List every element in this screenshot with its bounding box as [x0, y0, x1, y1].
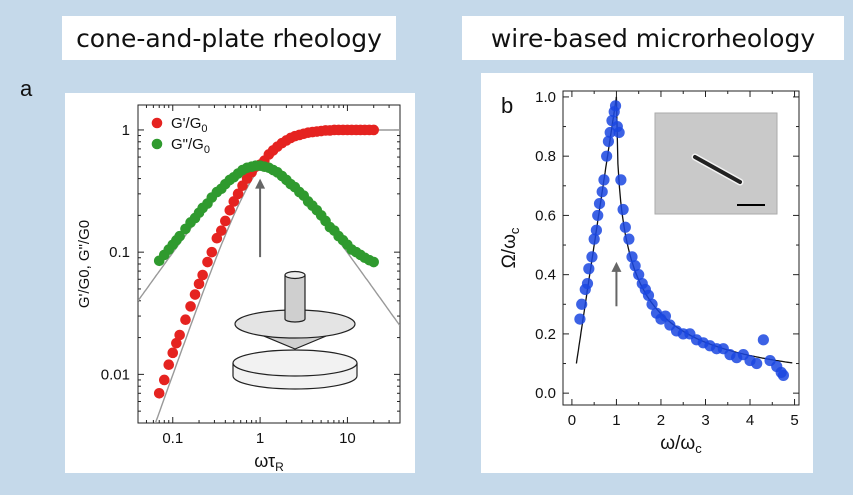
x-tick-label: 1	[612, 412, 620, 429]
x-tick-label: 0.1	[162, 430, 183, 447]
data-point-storage	[167, 347, 179, 359]
left-title: cone-and-plate rheology	[62, 16, 396, 60]
x-tick-label: 2	[657, 412, 665, 429]
data-point	[757, 334, 769, 346]
right-title: wire-based microrheology	[462, 16, 844, 60]
data-point-storage	[206, 246, 218, 258]
data-point	[588, 233, 600, 245]
data-point-loss	[368, 256, 380, 268]
x-axis-label: ωτR	[254, 451, 284, 473]
y-tick-label: 0.8	[535, 148, 556, 165]
data-point-storage	[224, 205, 236, 216]
cone-plate-icon	[232, 270, 358, 390]
y-tick-label: 0.6	[535, 207, 556, 224]
chart-b: b 0 1 2 3 4 5 0.0 0.2 0.4 0.6 0.8 1.0 ω/ωc Ω/ωc	[499, 89, 800, 456]
y-tick-label: 0.1	[109, 244, 130, 261]
data-point-loss	[174, 230, 185, 242]
data-point-storage	[174, 329, 185, 341]
legend-marker	[151, 138, 163, 150]
data-point	[751, 357, 763, 370]
x-tick-label: 4	[746, 412, 754, 429]
data-point	[583, 263, 595, 275]
data-point-storage	[193, 278, 205, 290]
chart-a: 0.1 1 10 0.01 0.1 1 ωτR G'/G0, G"/G0 G'/G0G"/G0	[76, 104, 401, 474]
data-point-storage	[232, 188, 244, 200]
data-point-storage	[189, 289, 201, 300]
arrow-head	[611, 261, 622, 272]
legend-label: G'/G0	[171, 115, 208, 135]
data-point	[777, 369, 790, 381]
x-tick-label: 3	[701, 412, 709, 429]
inset-micrograph	[654, 112, 778, 215]
data-point	[590, 224, 602, 236]
x-tick-label: 5	[790, 412, 798, 429]
data-point	[586, 251, 598, 263]
data-point	[609, 100, 622, 112]
data-point	[642, 289, 655, 301]
x-axis-label: ω/ωc	[660, 433, 702, 456]
data-point-storage	[185, 301, 196, 312]
y-tick-label: 1	[122, 122, 130, 139]
data-point-storage	[197, 269, 208, 281]
y-axis-label: G'/G0, G"/G0	[76, 220, 93, 308]
data-point	[629, 260, 641, 272]
data-point	[646, 298, 658, 310]
data-point-storage	[220, 215, 231, 227]
data-point-storage	[216, 225, 227, 236]
panel-b-label: b	[501, 93, 513, 118]
data-point	[626, 251, 638, 263]
wire-image	[693, 155, 742, 184]
data-point	[592, 209, 604, 222]
y-tick-label: 1.0	[535, 89, 556, 106]
y-tick-label: 0.0	[535, 385, 556, 402]
data-point-storage	[202, 256, 213, 268]
x-tick-label: 1	[256, 430, 264, 447]
data-point-storage	[171, 337, 182, 349]
panel-a-label: a	[20, 76, 33, 101]
y-axis-label: Ω/ωc	[499, 227, 522, 268]
legend-label: G"/G0	[171, 136, 210, 156]
data-point-storage	[163, 359, 175, 370]
data-point	[615, 174, 627, 186]
data-point-storage	[180, 314, 191, 326]
data-point	[623, 233, 635, 245]
x-tick-label: 10	[339, 430, 356, 447]
data-point	[574, 313, 586, 325]
data-point	[601, 150, 613, 162]
x-tick-label: 0	[568, 412, 576, 429]
data-point-storage	[153, 387, 165, 399]
data-point	[581, 277, 594, 290]
data-point	[596, 186, 608, 198]
panel-a: 0.1 1 10 0.01 0.1 1 ωτR G'/G0, G"/G0 G'/G0 G"/G0	[65, 93, 415, 474]
data-point	[617, 203, 629, 216]
arrow-head	[255, 178, 266, 189]
data-point	[576, 298, 588, 310]
y-tick-label: 0.01	[101, 366, 130, 383]
data-point-storage	[158, 374, 170, 386]
data-point	[613, 126, 625, 139]
data-point	[619, 221, 631, 233]
data-point-storage	[368, 124, 380, 136]
data-point	[659, 310, 672, 322]
data-point	[598, 174, 610, 186]
data-point	[633, 269, 645, 281]
panel-b: b 0 1 2 3 4 5 0.0 0.2 0.4 0.6 0.8 1.0 ω/ωc Ω/ωc	[481, 73, 813, 473]
legend-marker	[151, 117, 163, 129]
data-point	[602, 135, 615, 147]
y-tick-label: 0.4	[535, 267, 556, 284]
data-point	[593, 197, 606, 210]
y-tick-label: 0.2	[535, 326, 556, 343]
